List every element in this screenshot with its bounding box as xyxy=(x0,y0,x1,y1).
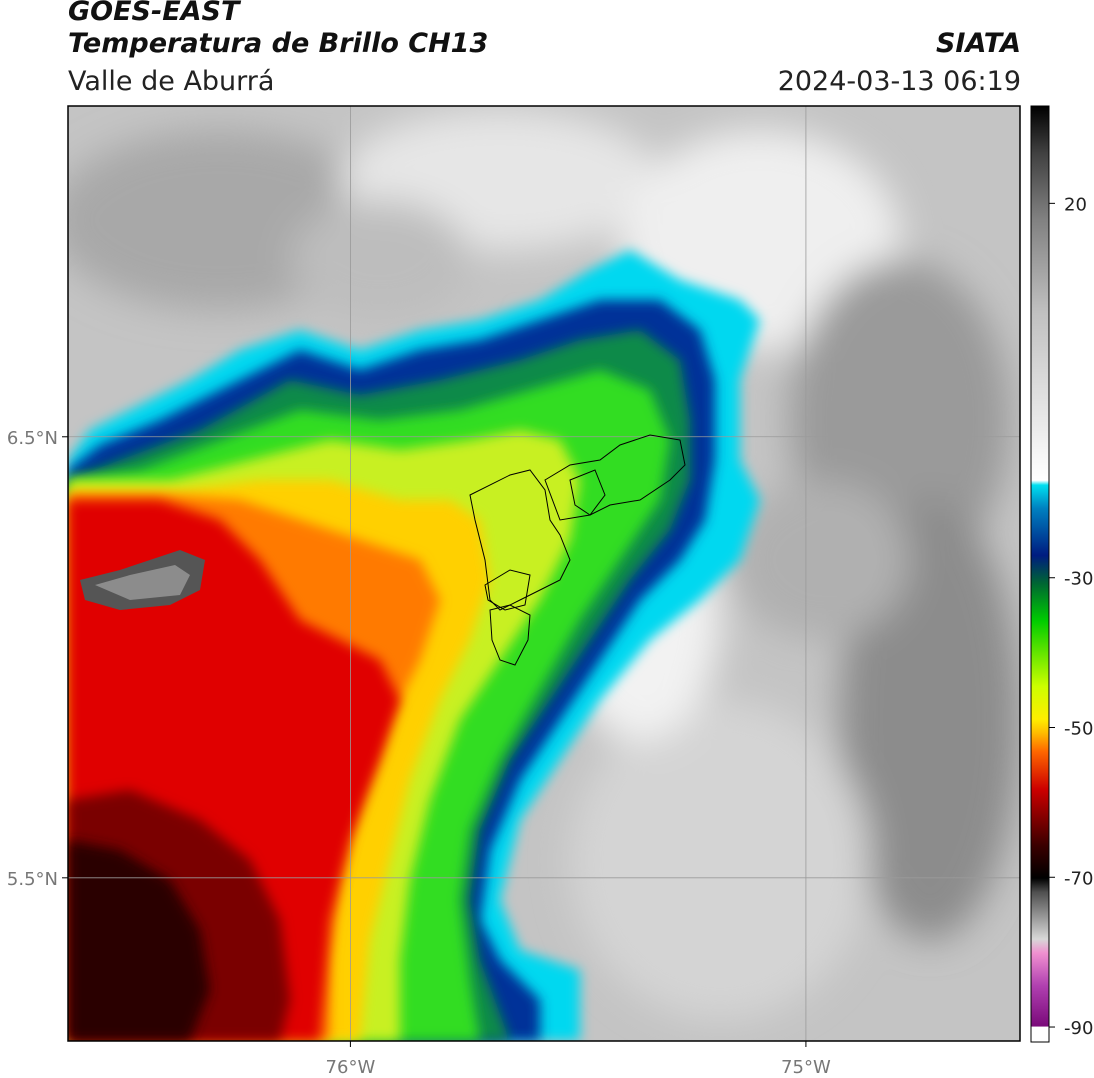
satellite-title: GOES-EAST xyxy=(68,0,240,27)
axis-labels: 76°W 75°W 6.5°N 5.5°N xyxy=(7,428,831,1078)
colorbar-ticks: 20 -30 -50 -70 -90 xyxy=(1049,194,1093,1039)
map-frame xyxy=(67,105,1021,1042)
colorbar-tick-label: -90 xyxy=(1064,1018,1093,1039)
lon-tick-label: 75°W xyxy=(781,1057,831,1078)
lat-tick-label: 6.5°N xyxy=(7,428,58,449)
satellite-image xyxy=(68,106,1020,1041)
colorbar-tick-label: -50 xyxy=(1064,719,1093,740)
datetime-label: 2024-03-13 06:19 xyxy=(777,66,1021,97)
municipality-outline xyxy=(484,569,531,611)
lon-tick-label: 76°W xyxy=(326,1057,376,1078)
colorbar-tick-label: -70 xyxy=(1064,868,1093,889)
cold-cloud-shield xyxy=(68,250,760,1041)
municipality-outlines xyxy=(469,434,686,666)
colorbar-ramp xyxy=(1030,105,1050,1043)
municipality-outline xyxy=(489,604,531,666)
colorbar-tick-label: 20 xyxy=(1064,194,1087,215)
municipality-outline xyxy=(469,469,571,611)
gridlines xyxy=(68,106,1020,1041)
region-subtitle: Valle de Aburrá xyxy=(68,66,275,97)
colorbar: 20 -30 -50 -70 -90 xyxy=(1030,105,1093,1043)
lat-tick-label: 5.5°N xyxy=(7,869,58,890)
brand-label: SIATA xyxy=(935,28,1021,59)
product-title: Temperatura de Brillo CH13 xyxy=(68,28,489,59)
colorbar-tick-label: -30 xyxy=(1064,569,1093,590)
municipality-outline xyxy=(569,469,606,516)
